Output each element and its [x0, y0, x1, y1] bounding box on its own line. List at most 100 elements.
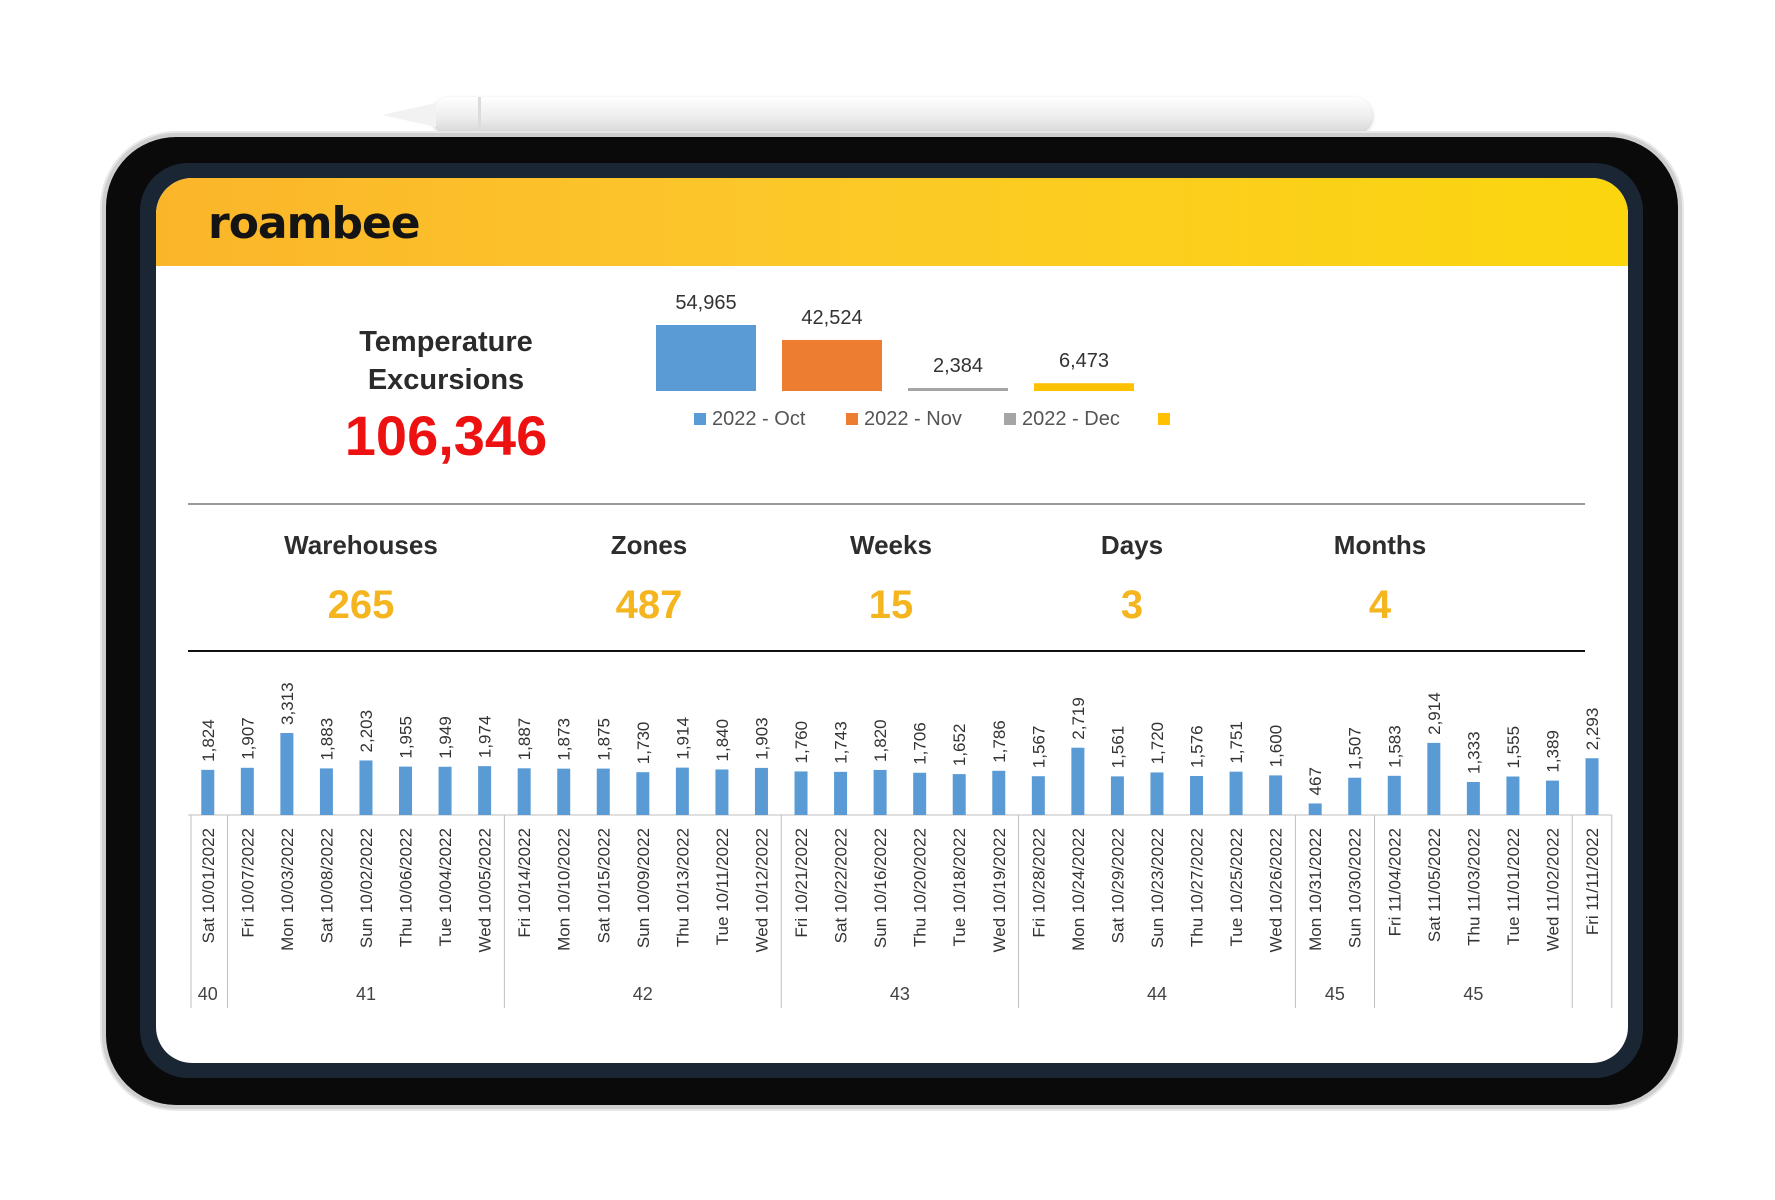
daily-bar: [1427, 742, 1441, 815]
daily-date-label: Sun 10/02/2022: [357, 828, 376, 948]
legend-label: 2022 - Nov: [864, 408, 962, 430]
daily-date-label: Mon 10/31/2022: [1306, 828, 1325, 951]
daily-bar-label: 1,600: [1267, 725, 1286, 768]
daily-date-label: Tue 11/01/2022: [1504, 828, 1523, 945]
metric-warehouses: Warehouses 265: [251, 530, 471, 628]
daily-bar-label: 1,949: [436, 716, 455, 759]
divider-top: [188, 503, 1585, 505]
kpi-total-value: 106,346: [344, 404, 548, 467]
metric-value: 3: [1120, 583, 1144, 627]
legend-swatch: [1158, 413, 1170, 425]
metric-value: 4: [1368, 583, 1392, 627]
daily-bar: [319, 768, 333, 815]
month-bar-label: 42,524: [801, 307, 862, 329]
daily-bar-label: 1,507: [1346, 727, 1365, 770]
daily-bar: [399, 766, 413, 815]
daily-bar-label: 1,730: [634, 722, 653, 765]
daily-bar-label: 467: [1306, 767, 1325, 795]
daily-bar-label: 1,583: [1385, 725, 1404, 768]
daily-bar-label: 1,824: [199, 719, 218, 762]
daily-bar-label: 1,743: [832, 721, 851, 764]
month-bar: [656, 325, 756, 391]
daily-bar: [240, 767, 254, 815]
daily-bar: [794, 771, 808, 815]
daily-bar: [1387, 775, 1401, 815]
week-group-label: 45: [1463, 984, 1483, 1004]
month-bar-label: 54,965: [675, 292, 736, 314]
kpi-title-line2: Excursions: [367, 364, 525, 396]
month-bar: [908, 388, 1008, 391]
week-group-label: 41: [356, 984, 376, 1004]
daily-bar: [438, 766, 452, 815]
metric-weeks: Weeks 15: [781, 530, 1001, 628]
daily-bar-label: 1,652: [950, 724, 969, 767]
week-group-label: 44: [1147, 984, 1167, 1004]
metric-label: Months: [1333, 530, 1427, 560]
metric-label: Days: [1100, 530, 1164, 560]
daily-bar-label: 1,567: [1029, 726, 1048, 769]
daily-date-label: Sat 10/08/2022: [317, 828, 336, 943]
daily-bar: [873, 769, 887, 815]
kpi-title-line1: Temperature: [359, 326, 533, 358]
stylus-tip: [382, 103, 436, 127]
daily-date-label: Wed 11/02/2022: [1543, 828, 1562, 951]
daily-date-label: Thu 10/27/2022: [1188, 828, 1207, 947]
daily-bar: [636, 772, 650, 815]
daily-date-label: Fri 11/04/2022: [1385, 828, 1404, 936]
daily-bar: [478, 766, 492, 815]
legend-label: 2022 - Oct: [712, 408, 806, 430]
daily-bar-label: 1,576: [1188, 725, 1207, 768]
daily-bar-label: 1,389: [1543, 730, 1562, 773]
daily-bar: [1269, 775, 1283, 815]
monthly-chart: 54,965 42,524 2,384 6,473 2022 - Oct 2022 - N…: [656, 292, 1170, 430]
daily-bar-label: 2,719: [1069, 697, 1088, 740]
daily-date-label: Sat 10/01/2022: [199, 828, 218, 943]
daily-bar-label: 1,760: [792, 721, 811, 764]
daily-bar: [1585, 758, 1599, 815]
week-group-label: 45: [1325, 984, 1345, 1004]
daily-bar-label: 1,875: [594, 718, 613, 761]
metric-days: Days 3: [1022, 530, 1242, 628]
metric-label: Warehouses: [284, 530, 438, 560]
legend-swatch: [694, 413, 706, 425]
divider-bottom: [188, 650, 1585, 652]
daily-bar-label: 1,555: [1504, 726, 1523, 769]
daily-bar: [359, 760, 373, 815]
daily-date-label: Sun 10/23/2022: [1148, 828, 1167, 948]
daily-bar: [1110, 776, 1124, 815]
metric-months: Months 4: [1270, 530, 1490, 628]
daily-date-label: Wed 10/19/2022: [990, 828, 1009, 952]
daily-date-label: Tue 10/18/2022: [950, 828, 969, 946]
metric-zones: Zones 487: [539, 530, 759, 628]
daily-bar: [557, 768, 571, 815]
daily-bar: [1071, 747, 1085, 815]
daily-bar-label: 1,974: [476, 716, 495, 759]
daily-bar-label: 3,313: [278, 682, 297, 725]
legend-label: 2022 - Dec: [1022, 408, 1120, 430]
daily-bar: [596, 768, 610, 815]
daily-bar: [1190, 775, 1204, 815]
daily-date-label: Fri 10/21/2022: [792, 828, 811, 938]
daily-bar: [715, 769, 729, 815]
month-bar: [782, 339, 882, 391]
daily-bar: [201, 769, 215, 815]
daily-date-label: Mon 10/03/2022: [278, 828, 297, 951]
month-bar-label: 2,384: [933, 355, 983, 377]
daily-bar: [1466, 782, 1480, 815]
daily-bar-label: 1,751: [1227, 721, 1246, 764]
daily-bar-label: 1,720: [1148, 722, 1167, 765]
daily-bar: [1348, 777, 1362, 815]
daily-bar-label: 2,914: [1425, 692, 1444, 735]
daily-date-label: Mon 10/24/2022: [1069, 828, 1088, 951]
daily-bar: [280, 733, 294, 815]
daily-bar: [1031, 776, 1045, 815]
month-bar: [1034, 383, 1134, 391]
legend-swatch: [1004, 413, 1016, 425]
daily-bar-label: 1,333: [1464, 731, 1483, 774]
daily-bar: [1506, 776, 1520, 815]
daily-bar-label: 1,706: [911, 722, 930, 765]
daily-bar-label: 1,840: [713, 719, 732, 762]
metric-label: Zones: [610, 530, 688, 560]
daily-bar-label: 1,955: [397, 716, 416, 759]
